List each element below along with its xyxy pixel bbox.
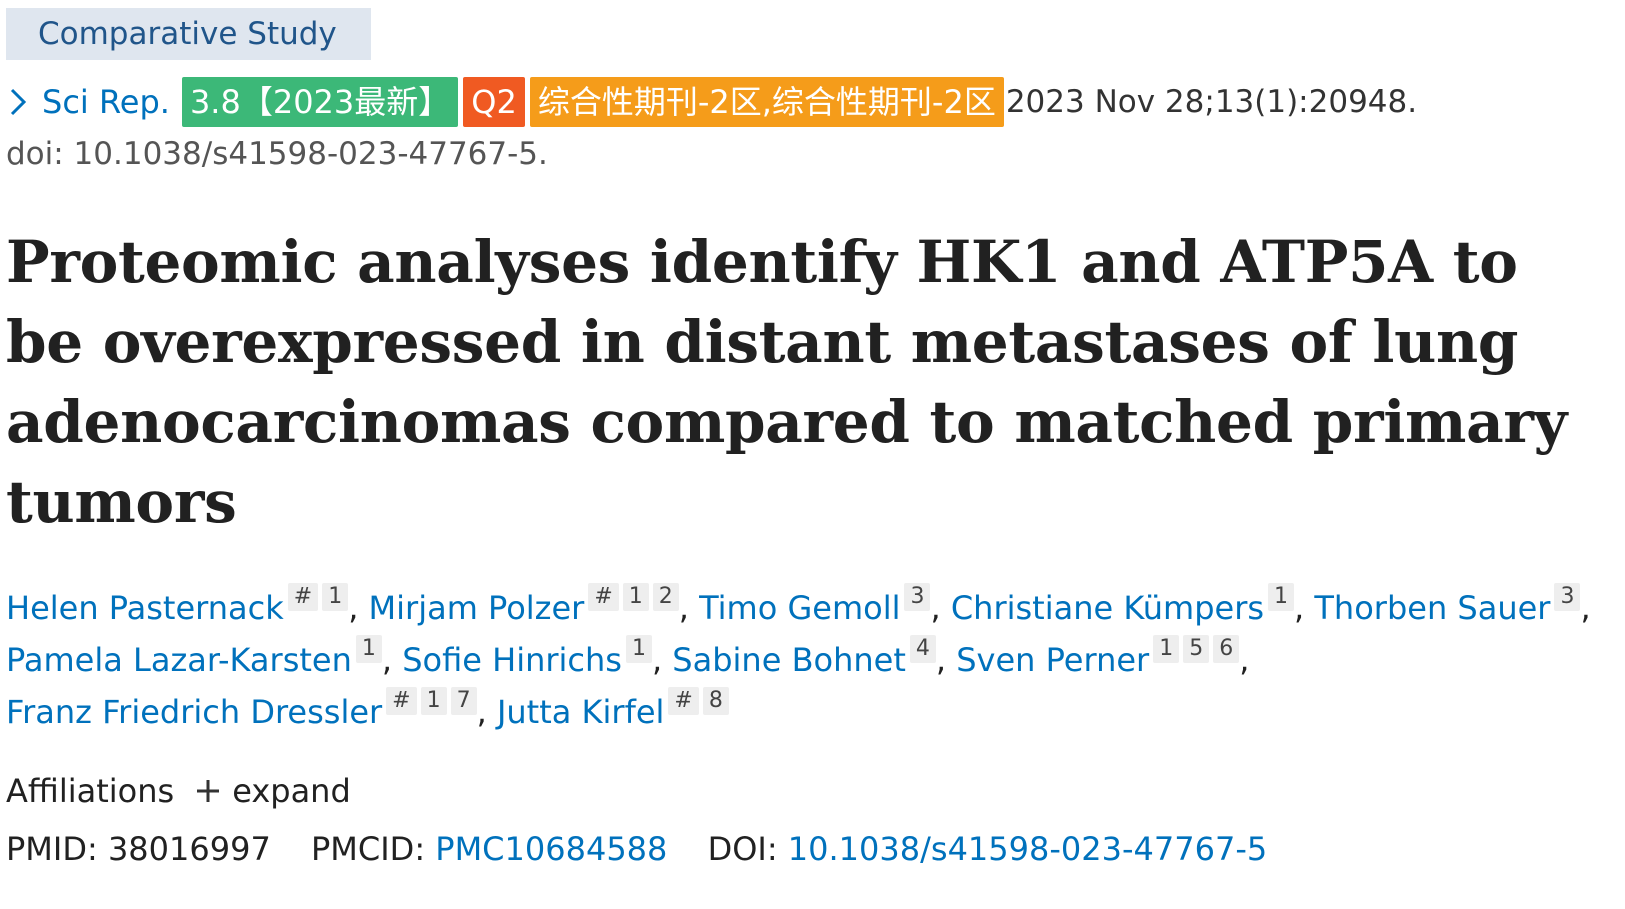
author-link[interactable]: Jutta Kirfel bbox=[496, 693, 665, 731]
author-link[interactable]: Sven Perner bbox=[956, 641, 1150, 679]
author-link[interactable]: Helen Pasternack bbox=[6, 589, 284, 627]
zone-badge: 综合性期刊-2区,综合性期刊-2区 bbox=[529, 77, 1004, 127]
affiliation-ref[interactable]: 1 bbox=[625, 635, 652, 663]
author-link[interactable]: Mirjam Polzer bbox=[368, 589, 585, 627]
pmcid-link[interactable]: PMC10684588 bbox=[435, 830, 668, 868]
affiliation-ref[interactable]: 3 bbox=[1554, 583, 1581, 611]
doi-link[interactable]: 10.1038/s41598-023-47767-5 bbox=[787, 830, 1268, 868]
equal-contribution-marker[interactable]: # bbox=[287, 583, 319, 611]
publication-type-tag[interactable]: Comparative Study bbox=[6, 8, 371, 60]
affiliation-ref[interactable]: 4 bbox=[909, 635, 936, 663]
affiliation-ref[interactable]: 5 bbox=[1183, 635, 1210, 663]
author-link[interactable]: Sofie Hinrichs bbox=[402, 641, 622, 679]
pmcid-label: PMCID: bbox=[310, 830, 426, 868]
expand-label: expand bbox=[232, 772, 351, 810]
author-link[interactable]: Pamela Lazar-Karsten bbox=[6, 641, 352, 679]
equal-contribution-marker[interactable]: # bbox=[386, 687, 417, 715]
affiliations-row: Affiliations expand bbox=[6, 768, 351, 814]
affiliation-ref[interactable]: 1 bbox=[322, 583, 349, 611]
affiliations-label: Affiliations bbox=[6, 772, 175, 810]
author-link[interactable]: Franz Friedrich Dressler bbox=[6, 693, 383, 731]
identifiers-row: PMID: 38016997 PMCID: PMC10684588 DOI: 1… bbox=[6, 826, 1267, 872]
author-link[interactable]: Timo Gemoll bbox=[699, 589, 901, 627]
doi-label: DOI: bbox=[707, 830, 778, 868]
chevron-right-icon[interactable] bbox=[6, 84, 32, 120]
affiliation-ref[interactable]: 1 bbox=[355, 635, 382, 663]
equal-contribution-marker[interactable]: # bbox=[588, 583, 619, 611]
affiliation-ref[interactable]: 1 bbox=[1268, 583, 1295, 611]
authors-list: Helen Pasternack #1, Mirjam Polzer #1 2, Ti… bbox=[6, 583, 1591, 731]
affiliation-ref[interactable]: 1 bbox=[420, 687, 447, 715]
citation-doi: doi: 10.1038/s41598-023-47767-5. bbox=[6, 136, 548, 172]
author-link[interactable]: Christiane Kümpers bbox=[950, 589, 1265, 627]
article-title: Proteomic analyses identify HK1 and ATP5… bbox=[6, 228, 1568, 536]
author-link[interactable]: Sabine Bohnet bbox=[672, 641, 906, 679]
pmid-label: PMID: bbox=[6, 830, 98, 868]
affiliation-ref[interactable]: 1 bbox=[1153, 635, 1180, 663]
quartile-badge: Q2 bbox=[463, 77, 525, 127]
equal-contribution-marker[interactable]: # bbox=[668, 687, 699, 715]
impact-factor-badge: 3.8【2023最新】 bbox=[181, 77, 459, 127]
citation-details: 2023 Nov 28;13(1):20948. bbox=[1005, 84, 1418, 120]
affiliation-ref[interactable]: 3 bbox=[904, 583, 931, 611]
citation-line: Sci Rep. 3.8【2023最新】 Q2 综合性期刊-2区,综合性期刊-2… bbox=[6, 76, 1417, 128]
affiliation-ref[interactable]: 7 bbox=[450, 687, 477, 715]
pmid-value: 38016997 bbox=[107, 830, 271, 868]
journal-link[interactable]: Sci Rep. bbox=[42, 83, 170, 121]
author-link[interactable]: Thorben Sauer bbox=[1314, 589, 1551, 627]
affiliation-ref[interactable]: 8 bbox=[702, 687, 729, 715]
affiliations-expand-button[interactable]: expand bbox=[196, 768, 351, 814]
affiliation-ref[interactable]: 1 bbox=[622, 583, 649, 611]
affiliation-ref[interactable]: 2 bbox=[652, 583, 679, 611]
article-header: Comparative Study Sci Rep. 3.8【2023最新】 Q… bbox=[6, 8, 1616, 868]
affiliation-ref[interactable]: 6 bbox=[1213, 635, 1240, 663]
plus-icon bbox=[197, 780, 220, 802]
